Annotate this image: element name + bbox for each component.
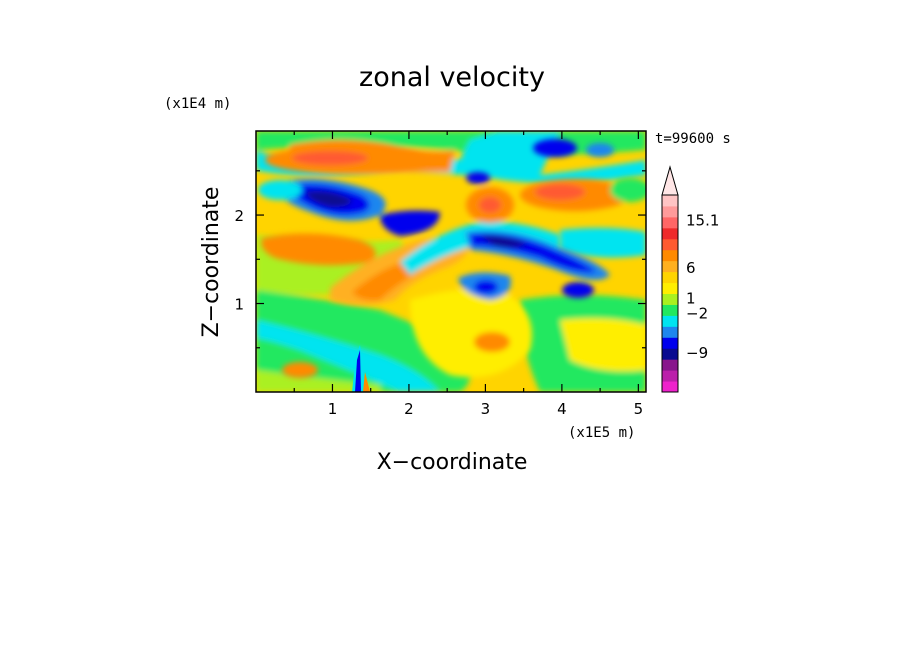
colorbar-swatch — [662, 337, 678, 349]
colorbar-label: 15.1 — [686, 211, 719, 229]
structure-positive-diagonal-core — [352, 260, 421, 301]
colorbar-swatch — [662, 359, 678, 371]
colorbar-swatch — [662, 216, 678, 229]
heatmap-field — [256, 131, 646, 392]
plume-blue — [355, 350, 361, 392]
structure-negative-top-right — [533, 139, 577, 157]
layer-right-yellow — [560, 318, 646, 372]
colorbar-swatch — [662, 293, 678, 305]
tick-marks — [256, 131, 646, 392]
colorbar-swatch — [662, 348, 678, 360]
colorbar-swatch — [662, 227, 678, 240]
colorbar-swatch — [662, 205, 678, 218]
colorbar-swatch — [662, 271, 678, 284]
field-structures — [258, 139, 646, 378]
colorbar-swatch — [662, 381, 678, 393]
colorbar-swatch — [662, 282, 678, 294]
layer-lower-cyan — [256, 320, 440, 392]
structure-green-left — [258, 180, 302, 200]
colorbar-label: −9 — [686, 344, 708, 362]
plume-orange — [363, 372, 370, 392]
x-tick-label: 3 — [481, 400, 491, 418]
colorbar-label: 1 — [686, 290, 696, 308]
x-tick-label: 2 — [404, 400, 414, 418]
y-tick-label: 2 — [234, 207, 244, 225]
colorbar-swatch — [662, 304, 678, 316]
x-tick-label: 5 — [634, 400, 644, 418]
structure-negative-top-center — [466, 172, 490, 184]
colorbar-swatch — [662, 326, 678, 338]
y-axis-label: Z−coordinate — [199, 187, 224, 338]
structure-positive-mid-left — [261, 233, 376, 266]
structure-negative-left-tail — [380, 210, 440, 236]
colorbar-swatch — [662, 260, 678, 273]
colorbar-label: 6 — [686, 259, 696, 277]
structure-positive-upper-right-core — [535, 184, 585, 200]
structure-orange-bottom-left — [282, 362, 318, 378]
structure-negative-right-blob — [562, 282, 594, 298]
colorbar-swatch — [662, 315, 678, 327]
structure-negative-band-left-core — [305, 191, 352, 208]
layer-right-cyan — [560, 227, 646, 258]
time-label: t=99600 s — [655, 131, 731, 147]
x-unit-label: (x1E5 m) — [568, 425, 635, 441]
x-axis-label: X−coordinate — [377, 450, 528, 475]
colorbar-swatch — [662, 238, 678, 251]
chart-title: zonal velocity — [359, 62, 545, 93]
structure-positive-lower-center — [474, 332, 510, 352]
structure-positive-core-right-inner — [479, 197, 501, 213]
structure-yellow-center — [410, 288, 532, 378]
colorbar-extend-arrow — [661, 165, 679, 196]
y-unit-label: (x1E4 m) — [164, 96, 231, 112]
colorbar-swatch — [662, 195, 678, 207]
plot-frame — [255, 130, 647, 393]
structure-negative-band-right-core — [480, 235, 528, 248]
colorbar-label: −2 — [686, 305, 708, 323]
colorbar-swatch — [662, 249, 678, 262]
colorbar — [661, 165, 679, 393]
structure-negative-top-right-2 — [586, 143, 614, 157]
y-tick-label: 1 — [234, 296, 244, 314]
structure-positive-upper-left-core — [292, 151, 368, 165]
x-tick-label: 1 — [328, 400, 338, 418]
structure-negative-lower-right-core — [474, 280, 498, 294]
colorbar-swatch — [662, 370, 678, 382]
x-tick-label: 4 — [557, 400, 567, 418]
field-plume — [352, 345, 370, 392]
structure-green-right-top — [610, 178, 646, 202]
